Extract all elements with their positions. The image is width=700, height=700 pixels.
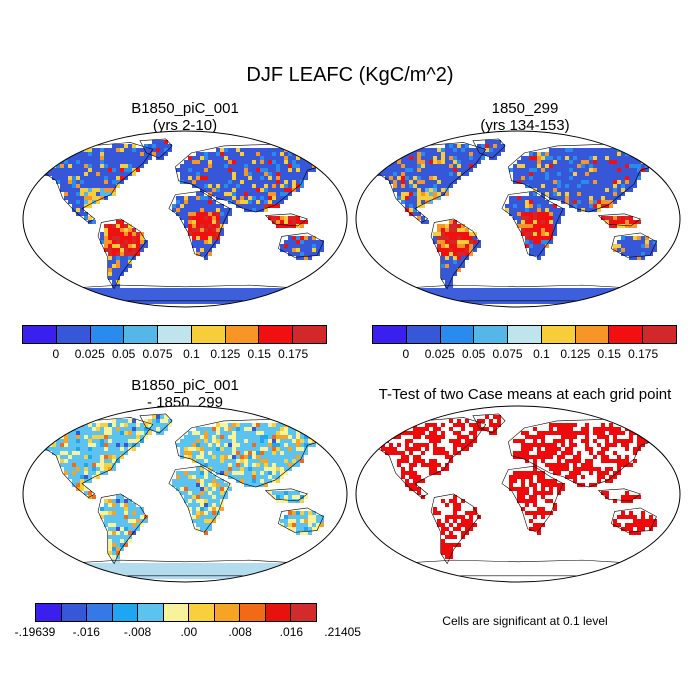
colorbar-tick-label: 0.15 [597,347,621,361]
map-ttest-significance [355,405,681,583]
colorbar-swatch [293,326,327,343]
colorbar-tick-label: 0.025 [424,347,455,361]
colorbar-swatch [158,326,192,343]
colorbar-swatch [240,604,266,621]
colorbar-tick-label: -.016 [72,625,100,639]
colorbar-swatch [541,326,576,343]
colorbar-swatch [163,604,190,621]
colorbar-tick-label: 0.125 [560,347,591,361]
colorbar-swatch [508,326,542,343]
colorbar-swatch [87,604,113,621]
panel-title-top-right-years: (yrs 134-153) [480,117,570,134]
colorbar-swatch [191,326,226,343]
panel-title-bottom-left-name: B1850_piC_001 [131,377,239,394]
colorbar-swatch [225,326,260,343]
colorbar-tick-label: .21405 [324,625,361,639]
colorbar-swatch [56,326,91,343]
colorbar-case2 [372,325,677,344]
figure-title: DJF LEAFC (KgC/m^2) [246,64,454,86]
colorbar-tick-label: 0.15 [247,347,271,361]
colorbar-tick-label: .00 [180,625,198,639]
colorbar-tick-label: 0 [52,347,60,361]
colorbar-swatch [124,326,159,343]
colorbar-swatch [440,326,475,343]
map-border [355,130,681,308]
colorbar-swatch [23,326,57,343]
panel-title-top-left: B1850_piC_001 (yrs 2-10) [35,100,335,134]
colorbar-swatch [36,604,62,621]
map-border [22,405,348,583]
colorbar-tick-label: 0.025 [74,347,105,361]
colorbar-swatch [265,604,292,621]
panel-title-top-left-years: (yrs 2-10) [152,117,218,134]
colorbar-swatch [575,326,610,343]
colorbar-swatch [90,326,125,343]
panel-title-bottom-right: T-Test of two Case means at each grid po… [378,386,672,403]
map-difference [22,405,348,583]
colorbar-difference-ticks: -.19639 -.016 -.008 .00 .008 .016 .21405 [15,625,361,641]
map-border [355,405,681,583]
colorbar-tick-label: 0.175 [278,347,309,361]
colorbar-tick-label: 0.075 [492,347,523,361]
colorbar-tick-label: 0.125 [210,347,241,361]
colorbar-swatch [373,326,407,343]
colorbar-tick-label: 0 [402,347,410,361]
map-border [22,130,348,308]
colorbar-case1 [22,325,327,344]
map-case2-leafc [355,130,681,308]
colorbar-tick-label: .016 [279,625,304,639]
colorbar-tick-label: 0.05 [111,347,136,361]
colorbar-swatch [189,604,215,621]
panel-title-top-right: 1850_299 (yrs 134-153) [375,100,675,134]
colorbar-case2-ticks: 0 0.025 0.05 0.075 0.1 0.125 0.15 0.175 [372,347,677,363]
colorbar-tick-label: 0.175 [628,347,659,361]
colorbar-swatch [406,326,441,343]
colorbar-difference [35,603,317,622]
colorbar-swatch [138,604,164,621]
colorbar-tick-label: 0.1 [183,347,200,361]
colorbar-swatch [112,604,139,621]
colorbar-case1-ticks: 0 0.025 0.05 0.075 0.1 0.125 0.15 0.175 [22,347,327,363]
colorbar-swatch [61,604,88,621]
colorbar-swatch [643,326,677,343]
map-case1-leafc [22,130,348,308]
colorbar-swatch [259,326,294,343]
colorbar-tick-label: -.008 [123,625,152,639]
colorbar-tick-label: -.19639 [14,625,56,639]
colorbar-tick-label: 0.1 [533,347,550,361]
colorbar-swatch [291,604,317,621]
significance-note: Cells are significant at 0.1 level [442,614,608,628]
colorbar-tick-label: 0.05 [461,347,486,361]
colorbar-swatch [474,326,509,343]
panel-title-top-left-name: B1850_piC_001 [131,100,239,117]
colorbar-swatch [609,326,644,343]
colorbar-swatch [214,604,241,621]
colorbar-tick-label: 0.075 [142,347,173,361]
panel-title-top-right-name: 1850_299 [491,100,559,117]
colorbar-tick-label: .008 [228,625,252,639]
